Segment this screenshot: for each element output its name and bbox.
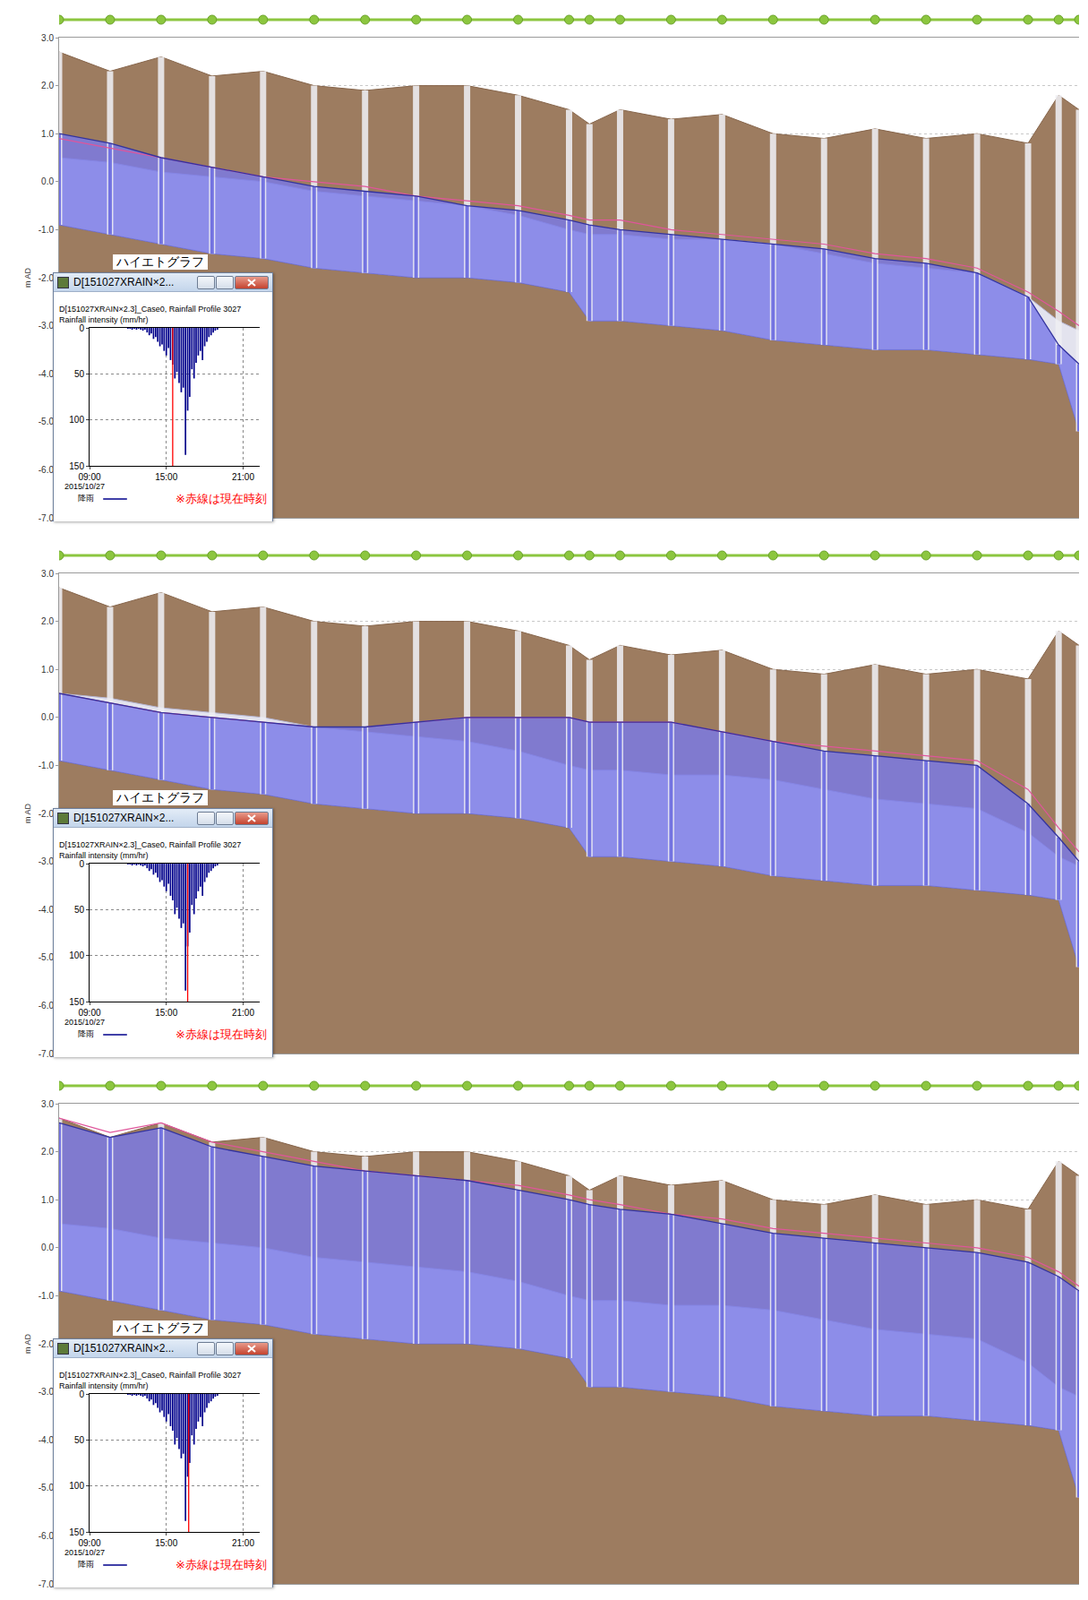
svg-text:-1.0: -1.0 (38, 1290, 55, 1301)
svg-text:降雨: 降雨 (77, 493, 95, 503)
svg-text:-6.0: -6.0 (38, 1530, 55, 1541)
svg-text:m AD: m AD (23, 1333, 33, 1354)
svg-text:150: 150 (68, 461, 85, 472)
svg-text:0: 0 (78, 323, 85, 334)
svg-text:21:00: 21:00 (231, 1537, 255, 1548)
svg-text:-6.0: -6.0 (38, 464, 55, 475)
svg-text:-6.0: -6.0 (38, 1000, 55, 1011)
svg-text:0: 0 (78, 858, 85, 869)
svg-text:50: 50 (74, 368, 86, 379)
svg-text:09:00: 09:00 (77, 1537, 101, 1548)
svg-text:-3.0: -3.0 (38, 856, 55, 866)
svg-text:-5.0: -5.0 (38, 1482, 55, 1492)
svg-text:※赤線は現在時刻: ※赤線は現在時刻 (175, 1027, 267, 1041)
svg-text:1.0: 1.0 (41, 1194, 54, 1205)
svg-text:D[151027XRAIN×2.3]_Case0, Rain: D[151027XRAIN×2.3]_Case0, Rainfall Profi… (59, 1370, 241, 1380)
svg-text:09:00: 09:00 (77, 1007, 101, 1018)
svg-text:-4.0: -4.0 (38, 368, 55, 379)
svg-text:-1.0: -1.0 (38, 224, 55, 235)
svg-text:-4.0: -4.0 (38, 1434, 55, 1445)
html-text:D[151027XRAIN×2...: D[151027XRAIN×2... (73, 811, 175, 824)
svg-text:21:00: 21:00 (231, 1007, 255, 1018)
svg-text:Rainfall intensity (mm/hr): Rainfall intensity (mm/hr) (59, 315, 149, 325)
svg-text:150: 150 (68, 1526, 85, 1537)
svg-text:-7.0: -7.0 (38, 1048, 55, 1059)
svg-text:-2.0: -2.0 (38, 808, 55, 819)
svg-text:-3.0: -3.0 (38, 1386, 55, 1397)
svg-text:Rainfall intensity (mm/hr): Rainfall intensity (mm/hr) (59, 1380, 149, 1390)
svg-text:100: 100 (68, 1480, 85, 1491)
svg-text:150: 150 (68, 996, 85, 1007)
svg-text:2.0: 2.0 (41, 616, 54, 626)
html-text:D[151027XRAIN×2...: D[151027XRAIN×2... (73, 1341, 175, 1354)
svg-text:D[151027XRAIN×2.3]_Case0, Rain: D[151027XRAIN×2.3]_Case0, Rainfall Profi… (59, 839, 241, 849)
svg-text:Rainfall intensity (mm/hr): Rainfall intensity (mm/hr) (59, 850, 149, 860)
svg-text:-4.0: -4.0 (38, 904, 55, 915)
svg-text:15:00: 15:00 (154, 1007, 178, 1018)
html-text:ハイエトグラフ: ハイエトグラフ (116, 789, 205, 805)
svg-text:0: 0 (78, 1388, 85, 1399)
svg-text:2.0: 2.0 (41, 1146, 54, 1157)
svg-text:-2.0: -2.0 (38, 273, 55, 283)
svg-text:2015/10/27: 2015/10/27 (64, 481, 105, 491)
svg-text:2.0: 2.0 (41, 80, 54, 91)
svg-text:-2.0: -2.0 (38, 1338, 55, 1349)
svg-text:0.0: 0.0 (41, 711, 54, 722)
svg-text:100: 100 (68, 950, 85, 960)
svg-text:1.0: 1.0 (41, 128, 54, 139)
html-text:ハイエトグラフ: ハイエトグラフ (116, 1319, 205, 1335)
svg-text:2015/10/27: 2015/10/27 (64, 1017, 105, 1027)
svg-text:3.0: 3.0 (41, 568, 54, 579)
svg-text:2015/10/27: 2015/10/27 (64, 1547, 105, 1557)
svg-text:※赤線は現在時刻: ※赤線は現在時刻 (175, 1557, 267, 1571)
svg-text:m AD: m AD (23, 803, 33, 824)
html-text:ハイエトグラフ: ハイエトグラフ (116, 254, 205, 269)
svg-text:3.0: 3.0 (41, 1098, 54, 1109)
svg-text:-1.0: -1.0 (38, 760, 55, 771)
svg-text:0.0: 0.0 (41, 176, 54, 187)
svg-text:09:00: 09:00 (77, 471, 101, 482)
html-text:D[151027XRAIN×2...: D[151027XRAIN×2... (73, 275, 175, 289)
svg-text:15:00: 15:00 (154, 471, 178, 482)
svg-text:15:00: 15:00 (154, 1537, 178, 1548)
svg-text:-3.0: -3.0 (38, 320, 55, 331)
svg-text:-5.0: -5.0 (38, 951, 55, 962)
svg-text:-7.0: -7.0 (38, 513, 55, 523)
svg-text:21:00: 21:00 (231, 471, 255, 482)
svg-text:-7.0: -7.0 (38, 1578, 55, 1589)
svg-text:m AD: m AD (23, 267, 33, 289)
svg-text:降雨: 降雨 (77, 1028, 95, 1038)
svg-text:1.0: 1.0 (41, 664, 54, 675)
svg-text:降雨: 降雨 (77, 1559, 95, 1568)
svg-text:50: 50 (74, 1434, 86, 1445)
svg-text:100: 100 (68, 414, 85, 425)
svg-text:50: 50 (74, 904, 86, 915)
svg-text:3.0: 3.0 (41, 33, 54, 43)
svg-text:0.0: 0.0 (41, 1242, 54, 1252)
svg-text:D[151027XRAIN×2.3]_Case0, Rain: D[151027XRAIN×2.3]_Case0, Rainfall Profi… (59, 304, 241, 314)
svg-text:※赤線は現在時刻: ※赤線は現在時刻 (175, 491, 267, 506)
svg-text:-5.0: -5.0 (38, 416, 55, 427)
